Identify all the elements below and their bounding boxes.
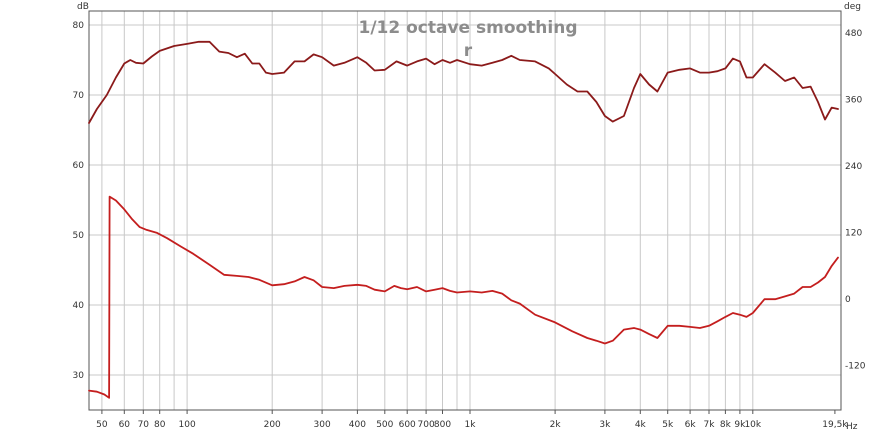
- x-tick-label: 5k: [662, 420, 674, 430]
- x-tick-label: 70: [138, 420, 150, 430]
- chart-title: 1/12 octave smoothing: [358, 18, 577, 38]
- x-tick-label: 10k: [744, 420, 761, 430]
- y-left-tick-label: 50: [73, 231, 85, 241]
- x-tick-label: 80: [154, 420, 166, 430]
- y-right-tick-label: 240: [845, 162, 862, 172]
- y-left-unit: dB: [77, 2, 89, 12]
- x-tick-label: 700: [418, 420, 435, 430]
- y-right-tick-label: 360: [845, 96, 862, 106]
- x-tick-label: 6k: [685, 420, 697, 430]
- y-left-tick-label: 40: [73, 301, 85, 311]
- x-tick-label: 4k: [635, 420, 647, 430]
- y-right-tick-label: 120: [845, 229, 862, 239]
- x-tick-label: 500: [376, 420, 393, 430]
- x-tick-label: 200: [264, 420, 281, 430]
- x-tick-label: 7k: [704, 420, 716, 430]
- y-left-tick-label: 80: [73, 21, 85, 31]
- x-tick-label: 3k: [599, 420, 611, 430]
- x-tick-label: 8k: [720, 420, 732, 430]
- y-right-tick-label: 480: [845, 29, 862, 39]
- x-tick-labels: 50 60 70 80 100 200 300 400 500 600 700 800 1k 2k 3k 4k…: [96, 410, 848, 430]
- x-tick-label: 19,5k: [822, 420, 848, 430]
- x-unit: Hz: [846, 422, 858, 432]
- grid: [89, 11, 841, 410]
- magnitude-series-line: [88, 40, 839, 124]
- x-tick-label: 9k: [734, 420, 746, 430]
- x-tick-label: 2k: [550, 420, 562, 430]
- y-left-tick-label: 70: [73, 91, 85, 101]
- plot-frame: [88, 10, 842, 411]
- y-right-tick-label: -120: [845, 362, 866, 372]
- y-left-tick-label: 60: [73, 161, 85, 171]
- x-tick-label: 400: [349, 420, 366, 430]
- y-right-unit: deg: [844, 2, 861, 12]
- y-right-tick-labels: 480 360 240 120 0 -120: [845, 29, 866, 372]
- series-layer: [88, 40, 839, 399]
- y-right-tick-label: 0: [845, 295, 851, 305]
- x-tick-label: 1k: [465, 420, 477, 430]
- chart-subtitle: r: [464, 41, 473, 61]
- phase-series-line: [88, 195, 839, 399]
- x-tick-label: 600: [399, 420, 416, 430]
- x-tick-label: 100: [179, 420, 196, 430]
- x-tick-label: 800: [434, 420, 451, 430]
- plot-background: [89, 11, 841, 410]
- x-tick-label: 300: [314, 420, 331, 430]
- x-tick-label: 50: [96, 420, 108, 430]
- y-left-tick-labels: 80 70 60 50 40 30: [73, 21, 85, 381]
- x-tick-label: 60: [119, 420, 131, 430]
- y-left-tick-label: 30: [73, 371, 85, 381]
